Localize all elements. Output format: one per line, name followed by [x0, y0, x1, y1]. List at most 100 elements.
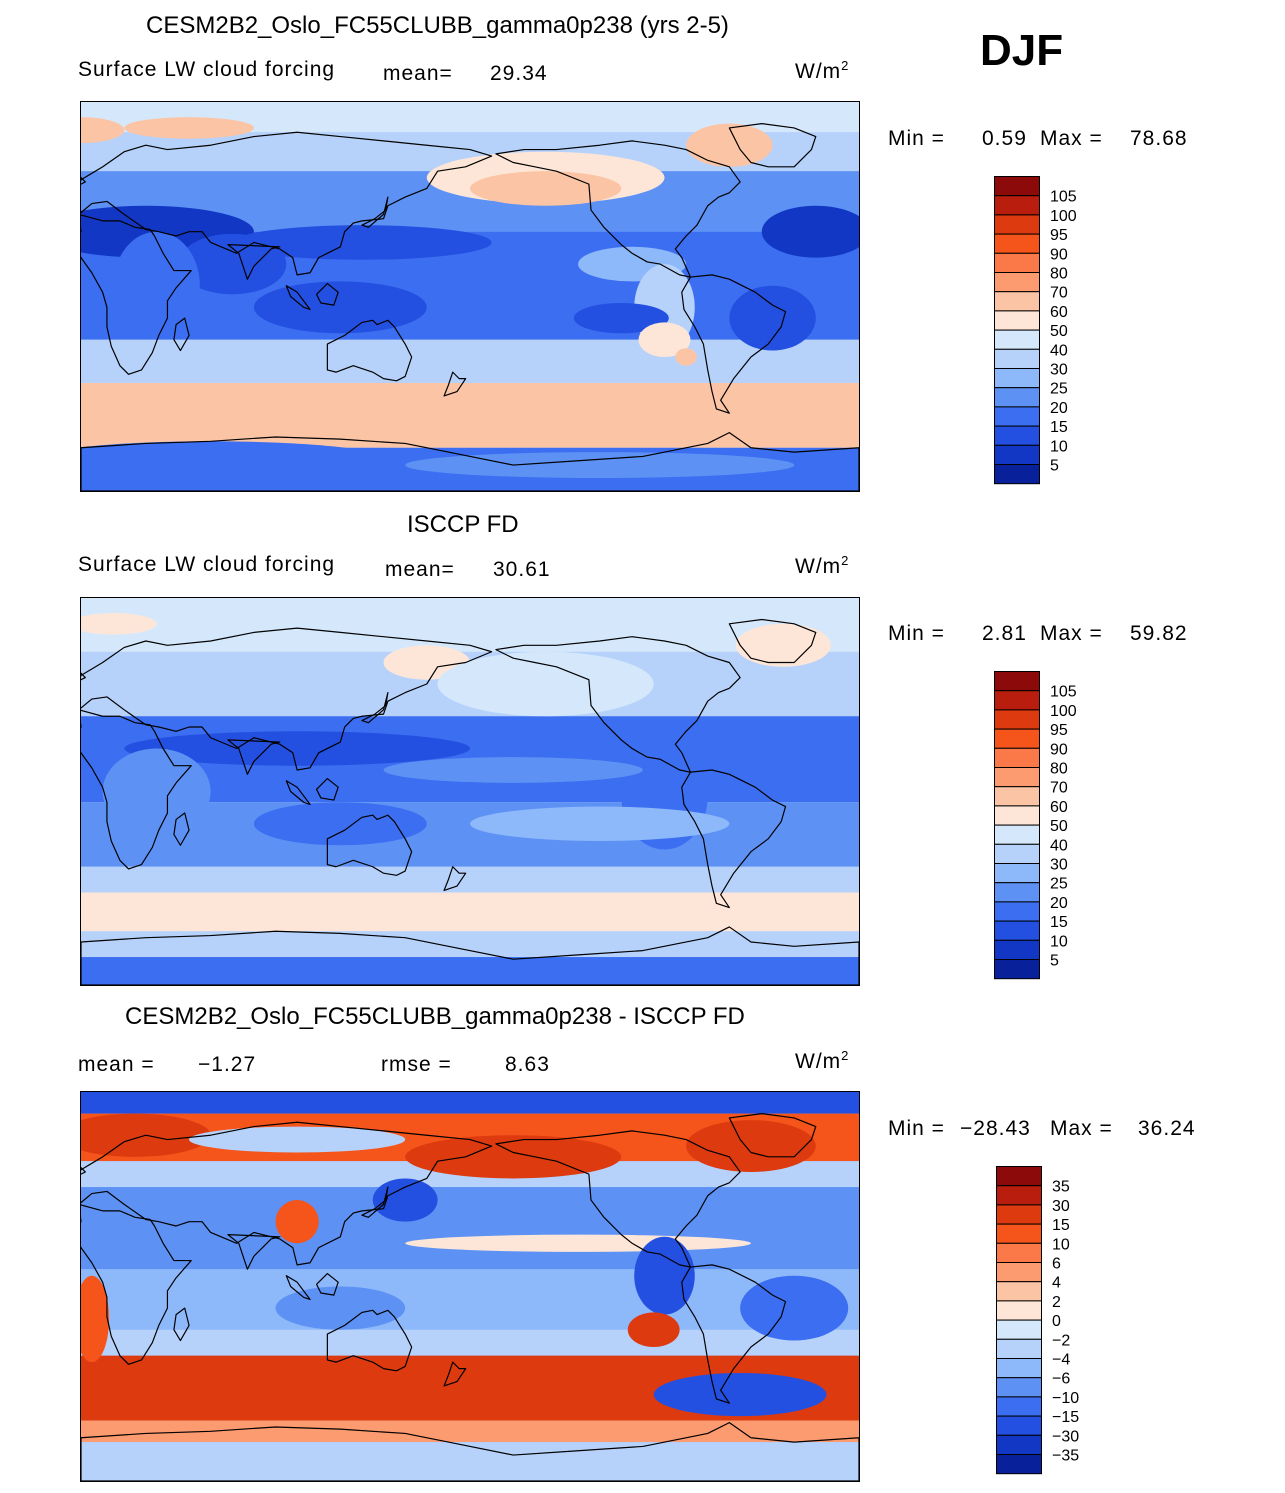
colorbar-swatch — [996, 1338, 1042, 1360]
field-band — [81, 1187, 859, 1270]
colorbar-tick-label: 30 — [1050, 857, 1068, 874]
coastline — [81, 1204, 192, 1365]
colorbar-tick-label: 10 — [1052, 1236, 1070, 1253]
colorbar-swatch — [996, 1223, 1042, 1244]
coastline — [81, 926, 859, 985]
field-blob — [729, 285, 816, 351]
colorbar-tick-label: −15 — [1052, 1409, 1079, 1426]
panel2-variable: Surface LW cloud forcing — [78, 553, 336, 576]
panel2-mean-value: 30.61 — [493, 558, 551, 581]
colorbar-swatch — [994, 690, 1040, 711]
coastline — [285, 1275, 311, 1301]
panel1-min-label: Min = — [888, 127, 945, 150]
field-blob — [686, 1120, 816, 1172]
panel3-max-value: 36.24 — [1138, 1117, 1196, 1140]
coastline — [315, 778, 339, 801]
coastline — [495, 140, 741, 278]
colorbar-tick-label: 25 — [1050, 381, 1068, 398]
field-band — [81, 1442, 859, 1481]
field-blob — [275, 1200, 319, 1244]
coastline — [81, 131, 493, 276]
field-blob — [761, 205, 859, 258]
field-band — [81, 1329, 859, 1356]
colorbar-swatch — [996, 1454, 1042, 1475]
field-blob — [275, 1286, 406, 1330]
coastline — [728, 1113, 817, 1158]
field-blob — [81, 1275, 110, 1363]
colorbar-tick-label: 10 — [1050, 933, 1068, 950]
colorbar-swatch — [994, 959, 1040, 980]
field-blob — [405, 1234, 751, 1252]
colorbar-tick-label: 10 — [1050, 438, 1068, 455]
colorbar-swatch — [994, 728, 1040, 749]
coastline — [81, 214, 192, 375]
colorbar-tick-label: −6 — [1052, 1371, 1070, 1388]
colorbar-swatch — [996, 1358, 1042, 1379]
coastline — [173, 1307, 190, 1342]
field-blob — [372, 1178, 438, 1222]
colorbar-swatch — [994, 406, 1040, 427]
field-blob — [81, 441, 384, 476]
colorbar-tick-label: 15 — [1050, 419, 1068, 436]
colorbar-tick-label: 105 — [1050, 684, 1077, 701]
coastline — [285, 285, 311, 311]
coastline — [728, 123, 817, 168]
colorbar-swatch — [994, 214, 1040, 235]
panel2-colorbar: 105 100 95 90 80 70 60 50 40 30 25 20 15 10 5 — [994, 671, 1104, 998]
field-blob — [81, 387, 859, 422]
panel3-units: W/m2 — [795, 1048, 850, 1073]
colorbar-swatch — [996, 1185, 1042, 1206]
colorbar-swatch — [996, 1262, 1042, 1283]
colorbar-swatch — [996, 1415, 1042, 1436]
coastline — [495, 636, 741, 773]
coastline — [81, 709, 192, 870]
coastline — [227, 1234, 281, 1270]
field-blob — [638, 322, 691, 358]
colorbar-swatch — [994, 195, 1040, 216]
colorbar-tick-label: 20 — [1050, 400, 1068, 417]
colorbar-tick-label: 95 — [1050, 722, 1068, 739]
colorbar-swatch — [994, 882, 1040, 903]
colorbar-swatch — [996, 1434, 1042, 1455]
panel3-rmse-label: rmse = — [381, 1053, 452, 1076]
colorbar-swatch — [994, 368, 1040, 389]
field-blob — [102, 748, 211, 835]
panel1-units: W/m2 — [795, 58, 850, 83]
colorbar-swatch — [994, 176, 1040, 197]
field-blob — [740, 1275, 849, 1341]
colorbar-tick-label: 60 — [1050, 304, 1068, 321]
panel3-min-label: Min = — [888, 1117, 945, 1140]
colorbar-swatch — [994, 348, 1040, 370]
colorbar-tick-label: 35 — [1052, 1179, 1070, 1196]
coastline — [443, 371, 467, 397]
colorbar-tick-label: 90 — [1050, 741, 1068, 758]
colorbar-swatch — [994, 824, 1040, 845]
colorbar-tick-label: 40 — [1050, 342, 1068, 359]
colorbar-tick-label: 5 — [1050, 458, 1059, 475]
colorbar-tick-label: 2 — [1052, 1294, 1061, 1311]
colorbar-swatch — [996, 1319, 1042, 1340]
field-blob — [81, 117, 125, 144]
colorbar-swatch — [994, 920, 1040, 941]
colorbar-tick-label: 60 — [1050, 799, 1068, 816]
field-blob — [405, 1135, 622, 1179]
colorbar-swatch — [996, 1300, 1042, 1321]
colorbar-tick-label: 4 — [1052, 1275, 1061, 1292]
colorbar-tick-label: 105 — [1050, 189, 1077, 206]
coastline — [326, 814, 413, 876]
colorbar-tick-label: 80 — [1050, 761, 1068, 778]
panel2-map — [80, 597, 860, 986]
field-blob — [232, 225, 492, 260]
colorbar-swatch — [996, 1281, 1042, 1302]
colorbar-swatch — [994, 843, 1040, 865]
coastline — [681, 274, 787, 414]
colorbar-swatch — [996, 1242, 1042, 1264]
panel3-map — [80, 1091, 860, 1482]
field-band — [81, 892, 859, 932]
field-blob — [113, 231, 200, 340]
panel1-max-value: 78.68 — [1130, 127, 1188, 150]
colorbar-swatch — [996, 1377, 1042, 1398]
field-band — [81, 1420, 859, 1443]
